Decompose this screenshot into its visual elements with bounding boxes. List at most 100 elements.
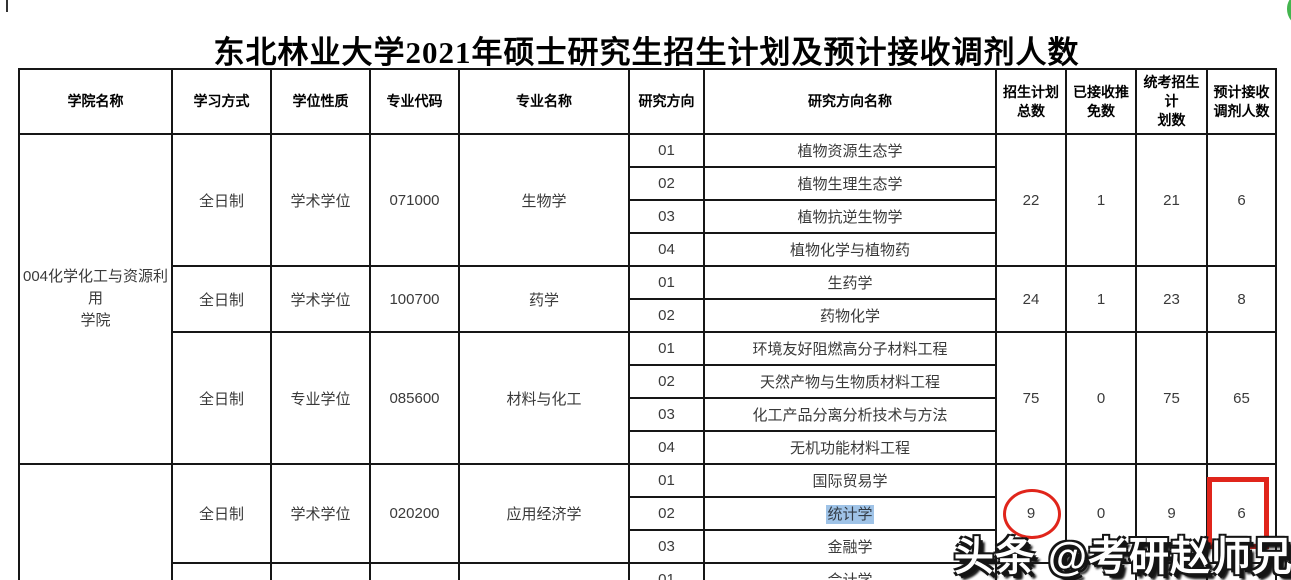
college-cell xyxy=(18,463,173,580)
table-row: 03 化工产品分离分析技术与方法 xyxy=(19,397,1276,432)
transfer-cell: 65 xyxy=(1206,331,1277,465)
code-cell xyxy=(369,562,460,580)
header-study-mode: 学习方式 xyxy=(171,68,272,135)
code-cell: 085600 xyxy=(369,331,460,465)
table-row: 02 植物生理生态学 xyxy=(19,166,1276,201)
code-cell: 071000 xyxy=(369,133,460,267)
header-transfer: 预计接收 调剂人数 xyxy=(1206,68,1277,135)
page-title: 东北林业大学2021年硕士研究生招生计划及预计接收调剂人数 xyxy=(213,35,1080,70)
selected-text[interactable]: 统计学 xyxy=(826,505,874,524)
direction-name-cell: 生药学 xyxy=(703,265,997,300)
table-row: 全日制 专业学位 085600 材料与化工 01 环境友好阻燃高分子材料工程 7… xyxy=(19,331,1277,465)
direction-no-cell: 03 xyxy=(628,397,705,432)
direction-name-cell: 国际贸易学 xyxy=(703,463,997,498)
plan-total-cell xyxy=(995,562,1067,580)
direction-name-cell: 植物生理生态学 xyxy=(703,166,997,201)
unified-cell: 9 xyxy=(1135,463,1208,564)
mode-cell: 全日制 xyxy=(171,463,272,564)
red-circle-annotation xyxy=(1003,489,1061,539)
code-cell: 100700 xyxy=(369,265,460,333)
direction-no-cell: 03 xyxy=(628,199,705,234)
table-row: 03 金融学 xyxy=(19,529,1276,564)
direction-no-cell: 03 xyxy=(628,529,705,564)
direction-name-cell: 无机功能材料工程 xyxy=(703,430,997,465)
recommended-cell: 0 xyxy=(1065,331,1137,465)
plan-total-cell: 75 xyxy=(995,331,1067,465)
green-dot-icon xyxy=(1287,0,1291,27)
unified-cell: 21 xyxy=(1135,133,1208,267)
header-direction-no: 研究方向 xyxy=(628,68,705,135)
code-cell: 020200 xyxy=(369,463,460,564)
direction-name-cell: 植物化学与植物药 xyxy=(703,232,997,267)
major-cell: 生物学 xyxy=(458,133,630,267)
degree-cell: 学术学位 xyxy=(270,133,371,267)
degree-cell: 专业学位 xyxy=(270,331,371,465)
direction-name-cell: 植物资源生态学 xyxy=(703,133,997,168)
direction-no-cell: 01 xyxy=(628,133,705,168)
recommended-cell: 1 xyxy=(1065,265,1137,333)
direction-no-cell: 02 xyxy=(628,298,705,333)
direction-no-cell: 01 xyxy=(628,265,705,300)
direction-name-cell: 统计学 xyxy=(703,496,997,531)
transfer-cell: 6 xyxy=(1206,133,1277,267)
plan-total-cell: 22 xyxy=(995,133,1067,267)
table-row: 02 统计学 xyxy=(19,496,1276,531)
table-row: 04 植物化学与植物药 xyxy=(19,232,1276,267)
table-row: 04 无机功能材料工程 xyxy=(19,430,1276,465)
direction-name-cell: 环境友好阻燃高分子材料工程 xyxy=(703,331,997,366)
table-row: 全日制 学术学位 100700 药学 01 生药学 24 1 23 8 xyxy=(19,265,1277,333)
direction-name-cell: 金融学 xyxy=(703,529,997,564)
college-cell: 004化学化工与资源利用 学院 xyxy=(18,133,173,465)
header-plan-total: 招生计划 总数 xyxy=(995,68,1067,135)
header-major-code: 专业代码 xyxy=(369,68,460,135)
transfer-cell: 8 xyxy=(1206,265,1277,333)
unified-cell: 23 xyxy=(1135,265,1208,333)
header-degree-type: 学位性质 xyxy=(270,68,371,135)
major-cell: 药学 xyxy=(458,265,630,333)
header-recommended: 已接收推 免数 xyxy=(1065,68,1137,135)
degree-cell xyxy=(270,562,371,580)
table-row: 03 植物抗逆生物学 xyxy=(19,199,1276,234)
enrollment-table: 学院名称 学习方式 学位性质 专业代码 专业名称 研究方向 研究方向名称 招生计… xyxy=(18,68,1277,580)
table-row: 02 药物化学 xyxy=(19,298,1276,333)
table-row: 全日制 学术学位 020200 应用经济学 01 国际贸易学 9 0 9 6 xyxy=(18,463,1277,580)
direction-name-cell: 药物化学 xyxy=(703,298,997,333)
major-cell: 材料与化工 xyxy=(458,331,630,465)
watermark: 头条 @考研赵师兄 xyxy=(953,535,1291,579)
direction-no-cell: 01 xyxy=(628,562,705,580)
recommended-cell: 1 xyxy=(1065,133,1137,267)
direction-name-cell: 会计学 xyxy=(703,562,997,580)
red-box-annotation xyxy=(1207,477,1269,549)
direction-no-cell: 04 xyxy=(628,232,705,267)
mode-cell: 全日制 xyxy=(171,265,272,333)
major-cell xyxy=(458,562,630,580)
direction-no-cell: 02 xyxy=(628,364,705,399)
direction-name-cell: 植物抗逆生物学 xyxy=(703,199,997,234)
direction-name-cell: 化工产品分离分析技术与方法 xyxy=(703,397,997,432)
recommended-cell xyxy=(1065,562,1137,580)
table-row: 004化学化工与资源利用 学院 全日制 学术学位 071000 生物学 01 植… xyxy=(18,133,1277,465)
table-row: 02 天然产物与生物质材料工程 xyxy=(19,364,1276,399)
window-edge-tick xyxy=(6,0,8,12)
direction-no-cell: 02 xyxy=(628,166,705,201)
plan-total-cell: 24 xyxy=(995,265,1067,333)
degree-cell: 学术学位 xyxy=(270,265,371,333)
header-row: 学院名称 学习方式 学位性质 专业代码 专业名称 研究方向 研究方向名称 招生计… xyxy=(18,68,1277,135)
direction-name-cell: 天然产物与生物质材料工程 xyxy=(703,364,997,399)
header-unified-plan: 统考招生计 划数 xyxy=(1135,68,1208,135)
unified-cell xyxy=(1135,562,1208,580)
mode-cell: 全日制 xyxy=(171,133,272,267)
header-direction-name: 研究方向名称 xyxy=(703,68,997,135)
header-college: 学院名称 xyxy=(18,68,173,135)
mode-cell: 全日制 xyxy=(171,331,272,465)
direction-no-cell: 01 xyxy=(628,331,705,366)
degree-cell: 学术学位 xyxy=(270,463,371,564)
direction-no-cell: 04 xyxy=(628,430,705,465)
recommended-cell: 0 xyxy=(1065,463,1137,564)
direction-no-cell: 02 xyxy=(628,496,705,531)
header-major-name: 专业名称 xyxy=(458,68,630,135)
direction-no-cell: 01 xyxy=(628,463,705,498)
table-row: 01 会计学 xyxy=(19,562,1277,580)
mode-cell xyxy=(171,562,272,580)
